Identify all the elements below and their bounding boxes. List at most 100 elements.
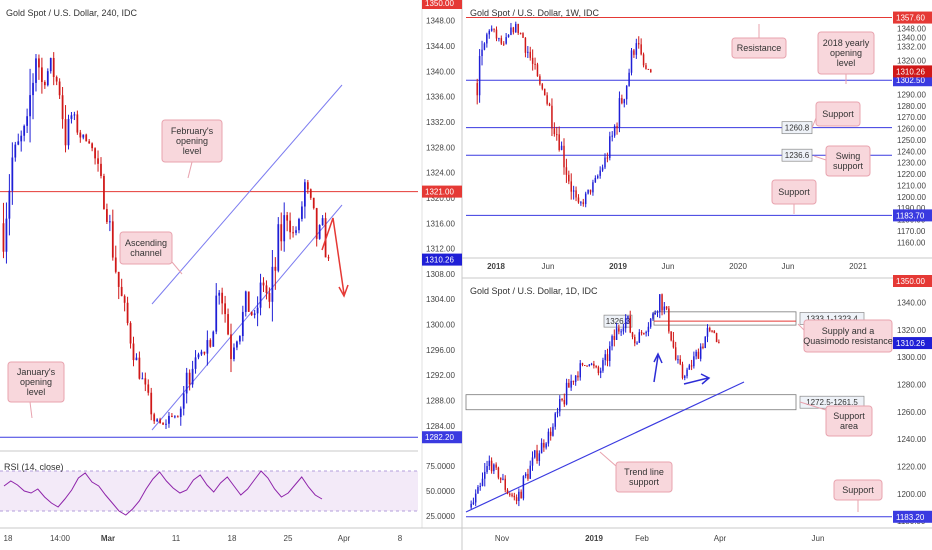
h4-candle-body [23,125,26,136]
h4-candle-body [5,218,8,252]
h4-ytick: 1308.00 [426,270,455,279]
h4-candle-body [289,220,291,233]
h4-candle-body [168,415,170,424]
d1-candle-body [499,477,502,480]
h4-level-tag: 1321.00 [425,188,454,197]
d1-candle-body [613,336,616,340]
d1-candle-body [522,476,525,499]
w1-candle-body [546,95,548,104]
h4-candle-body [159,419,161,424]
d1-candle-body [638,332,641,343]
h4-candle-body [215,295,218,332]
d1-candle-body [713,330,716,334]
w1-price-tag: 1310.26 [896,67,925,76]
w1-callout-support1-text: Support [822,109,854,119]
h4-candle-body [200,351,203,355]
w1-candle-body [543,88,546,96]
d1-candle-body [490,460,493,472]
h4-ytick: 1288.00 [426,397,455,406]
w1-candle-body [589,189,592,193]
d1-candle-body [588,364,591,366]
d1-candle-body [704,336,706,348]
h4-candle-body [209,340,212,347]
d1-candle-body [565,382,568,405]
w1-callout-swing-text: Swing [836,151,861,161]
d1-candle-body [518,491,520,501]
d1-candle-body [715,333,718,343]
w1-candle-body [594,177,597,183]
h4-candle-body [259,282,262,308]
d1-candle-body [647,326,650,332]
h4-candle-body [67,118,70,146]
d1-candle-body [677,359,679,361]
h4-candle-body [156,419,159,422]
h4-callout-channel-text: Ascending [125,238,167,248]
w1-xtick: 2020 [729,262,747,271]
d1-candle-body [624,318,627,329]
w1-ytick: 1348.00 [897,24,926,33]
d1-candle-body [479,485,481,487]
d1-candle-body [495,464,497,468]
h4-candle-body [85,134,88,142]
h4-candle-body [301,206,303,219]
d1-blue-arrow-1-head [653,352,663,364]
w1-title: Gold Spot / U.S. Dollar, 1W, IDC [470,8,600,18]
h4-callout-february-text: level [183,146,202,156]
d1-callout-supply-box [803,319,893,353]
w1-callout-support1-pointer [811,117,817,129]
w1-candle-body [599,170,601,176]
h4-candle-body [91,143,94,149]
h4-candle-body [253,313,256,315]
h4-callout-january-text: January's [17,367,56,377]
d1-candle-body [536,450,538,461]
h4-ytick: 1292.00 [426,371,455,380]
d1-candle-body [697,351,700,359]
d1-candle-body [611,336,613,347]
h4-candle-body [238,336,241,342]
w1-candle-body [558,134,560,150]
d1-candle-body [602,360,604,371]
d1-title: Gold Spot / U.S. Dollar, 1D, IDC [470,286,598,296]
h4-callout-january-text: level [27,387,46,397]
w1-callout-swing-pointer [813,155,827,161]
h4-candle-body [262,282,265,286]
d1-candle-body [627,316,629,319]
h4-candle-body [123,296,126,303]
h4-candle-body [8,190,11,219]
w1-candle-body [519,33,522,35]
d1-candle-body [488,460,491,467]
h4-candle-body [233,347,235,360]
d1-callout-supply-text: Quasimodo resistance [803,336,893,346]
h4-ytick: 1312.00 [426,245,455,254]
d1-callout-trendline-box [615,461,673,493]
w1-level-tag: 1302.50 [896,76,925,85]
w1-candle-body [635,43,638,55]
h4-candle-body [277,224,280,271]
d1-xtick: 2019 [585,534,603,543]
w1-candle-body [510,27,512,35]
d1-candle-body [511,494,513,496]
d1-ytick: 1240.00 [897,435,926,444]
h4-candle-body [271,266,274,302]
d1-candle-body [470,503,472,508]
h4-ytick: 1304.00 [426,295,455,304]
d1-top-tag: 1350.00 [896,277,925,286]
w1-candle-body [606,157,609,159]
w1-candle-body [488,30,491,35]
w1-level-tag: 1357.60 [896,14,925,23]
h4-ytick: 1336.00 [426,93,455,102]
w1-xtick: Jun [542,262,555,271]
h4-candle-body [14,144,17,158]
w1-candle-body [633,50,635,55]
h4-candle-body [185,372,188,394]
d1-candle-body [520,491,522,499]
d1-candle-body [679,359,681,365]
h4-level-tag-bg [422,431,462,444]
w1-candle-body [534,63,536,65]
d1-candle-body [545,443,547,448]
d1-callout-support-area-text: Support [833,411,865,421]
d1-candle-body [568,382,570,388]
h4-ytick: 1296.00 [426,346,455,355]
h4-projection-arrow [321,217,345,295]
h4-candle-body [191,368,194,385]
